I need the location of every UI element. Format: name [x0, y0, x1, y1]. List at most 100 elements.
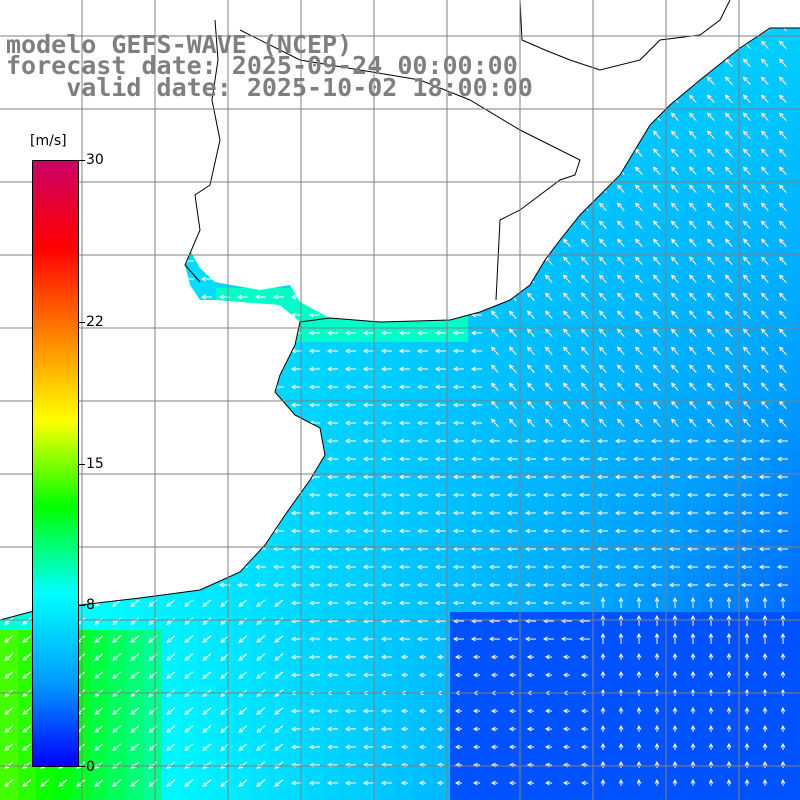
speed-cell [558, 792, 576, 800]
wind-arrow [580, 780, 589, 786]
wind-arrow [416, 420, 428, 426]
wind-arrow [618, 670, 624, 679]
wind-arrow [22, 617, 32, 625]
wind-arrow [562, 310, 571, 320]
wind-arrow [744, 760, 750, 769]
wind-arrow [690, 614, 696, 627]
wind-arrow [508, 672, 517, 678]
wind-arrow [706, 76, 715, 86]
speed-cell [468, 792, 486, 800]
wind-arrow [344, 510, 356, 516]
wind-arrow [526, 780, 535, 786]
wind-arrow [398, 546, 410, 552]
wind-arrow [780, 652, 786, 661]
wind-arrow [524, 600, 537, 606]
wind-arrow [400, 780, 409, 786]
wind-arrow [634, 274, 643, 284]
wind-arrow [470, 438, 482, 444]
wind-arrow [508, 418, 517, 428]
speed-cell [792, 234, 800, 252]
wind-arrow [542, 582, 554, 588]
wind-arrow [452, 510, 464, 516]
speed-cell [792, 720, 800, 738]
speed-cell [792, 378, 800, 396]
wind-arrow [742, 112, 751, 122]
wind-arrow [238, 725, 248, 733]
wind-arrow [760, 274, 769, 284]
speed-cell [72, 792, 90, 800]
wind-arrow [562, 328, 571, 338]
wind-arrow [742, 382, 751, 392]
colorbar-tick-mark [79, 766, 85, 767]
wind-arrow [668, 492, 680, 498]
colorbar-tick-label: 30 [86, 152, 104, 168]
wind-arrow [256, 617, 266, 625]
wind-arrow [758, 528, 770, 534]
speed-cell [792, 342, 800, 360]
wind-arrow [578, 456, 590, 462]
wind-arrow [326, 672, 339, 678]
wind-arrow [398, 582, 410, 588]
wind-arrow [654, 652, 660, 661]
wind-arrow [562, 274, 571, 284]
wind-arrow [488, 636, 501, 642]
wind-arrow [618, 760, 624, 769]
wind-arrow [652, 256, 661, 266]
wind-arrow [362, 456, 374, 462]
wind-arrow [742, 220, 751, 230]
wind-arrow [778, 58, 787, 68]
wind-arrow [308, 672, 321, 678]
wind-arrow [744, 724, 750, 733]
wind-arrow [308, 780, 321, 786]
wind-arrow [740, 528, 752, 534]
wind-arrow [708, 706, 714, 715]
wind-arrow [398, 438, 410, 444]
wind-arrow [542, 510, 554, 516]
wind-arrow [654, 596, 660, 609]
wind-arrow [704, 546, 716, 552]
speed-cell [792, 396, 800, 414]
wind-arrow [632, 456, 644, 462]
wind-arrow [758, 546, 770, 552]
wind-arrow [562, 346, 571, 356]
wind-arrow [740, 456, 752, 462]
wind-arrow [274, 779, 284, 787]
wind-arrow [362, 564, 374, 570]
wind-arrow [650, 582, 662, 588]
wind-arrow [326, 528, 338, 534]
speed-cell [792, 738, 800, 756]
wind-arrow [600, 670, 606, 679]
wind-arrow [562, 418, 571, 428]
wind-arrow [762, 632, 768, 645]
speed-cell [252, 792, 270, 800]
wind-arrow [722, 474, 734, 480]
wind-arrow [688, 256, 697, 266]
wind-arrow [724, 220, 733, 230]
wind-arrow [778, 328, 787, 338]
wind-arrow [760, 256, 769, 266]
wind-arrow [762, 760, 768, 769]
wind-arrow [724, 130, 733, 140]
wind-arrow [708, 652, 714, 661]
wind-arrow [742, 292, 751, 302]
wind-arrow [760, 238, 769, 248]
wind-arrow [580, 256, 589, 266]
wind-arrow [560, 564, 572, 570]
wind-arrow [670, 148, 679, 158]
wind-arrow [726, 742, 732, 751]
wind-arrow [596, 510, 608, 516]
wind-arrow [4, 743, 14, 751]
wind-arrow [452, 330, 464, 336]
wind-arrow [636, 670, 642, 679]
wind-arrow [58, 779, 68, 787]
wind-arrow [490, 310, 499, 320]
wind-arrow [724, 112, 733, 122]
wind-arrow [580, 346, 589, 356]
land-lower-coast [0, 0, 325, 620]
speed-cell [378, 792, 396, 800]
wind-arrow [708, 614, 714, 627]
wind-arrow [724, 382, 733, 392]
wind-arrow [778, 310, 787, 320]
wind-arrow [760, 346, 769, 356]
wind-arrow [434, 492, 446, 498]
